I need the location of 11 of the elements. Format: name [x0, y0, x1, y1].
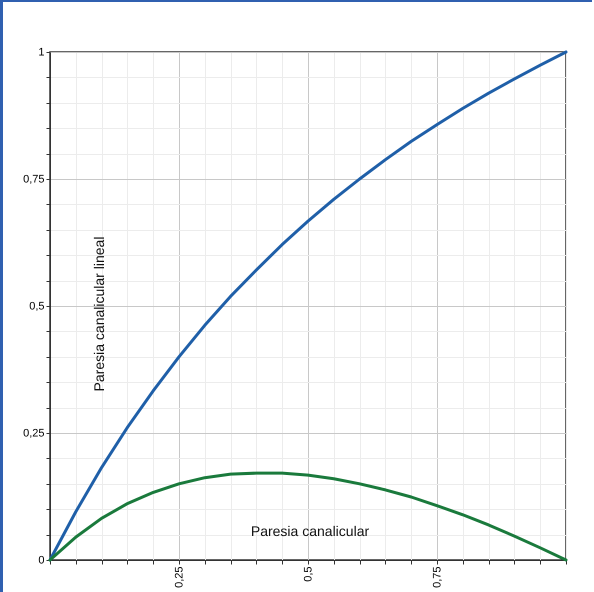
y-tick-label: 1	[38, 46, 44, 58]
line-series	[48, 50, 568, 562]
x-tick-label: 0,75	[432, 566, 444, 588]
text: Paresia canalicular	[250, 523, 370, 539]
text: Paresia canalicular lineal	[91, 236, 107, 392]
x-tick-label: 0,5	[302, 566, 314, 582]
y-tick-label: 0,75	[23, 174, 44, 186]
y-tick-label: 0	[38, 554, 44, 566]
y-tick-label: 0,5	[29, 300, 44, 312]
y-tick-label: 0,25	[23, 428, 44, 440]
x-tick-label: 0,25	[174, 566, 186, 588]
